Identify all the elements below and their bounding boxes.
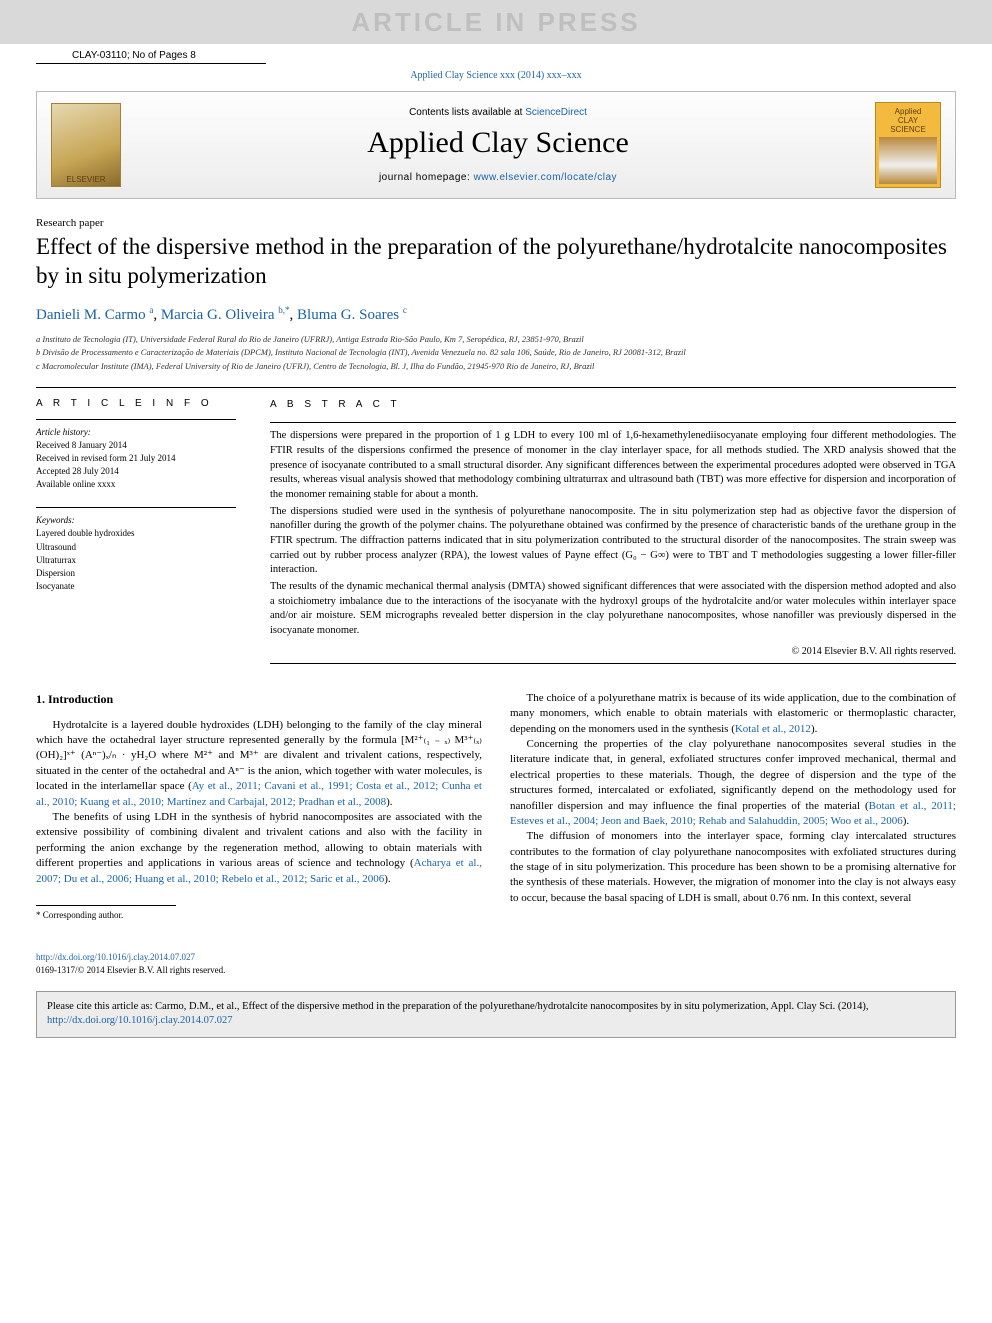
intro-p5: The diffusion of monomers into the inter… — [510, 829, 956, 906]
sciencedirect-link[interactable]: ScienceDirect — [525, 107, 587, 118]
author-3-name: Bluma G. Soares — [297, 307, 403, 323]
divider — [36, 419, 236, 420]
contents-list-line: Contents lists available at ScienceDirec… — [135, 107, 861, 118]
body-col-left: 1. Introduction Hydrotalcite is a layere… — [36, 691, 482, 977]
body-col-right: The choice of a polyurethane matrix is b… — [510, 691, 956, 977]
corresponding-footnote: * Corresponding author. — [36, 906, 482, 922]
author-1-name: Danieli M. Carmo — [36, 307, 149, 323]
article-content: Research paper Effect of the dispersive … — [0, 199, 992, 977]
divider — [36, 387, 956, 388]
copyright-line: © 2014 Elsevier B.V. All rights reserved… — [270, 645, 956, 659]
doi-link[interactable]: http://dx.doi.org/10.1016/j.clay.2014.07… — [36, 952, 195, 962]
paper-type: Research paper — [36, 217, 956, 229]
divider — [270, 422, 956, 423]
contents-pre: Contents lists available at — [409, 107, 525, 118]
cover-line3: SCIENCE — [890, 125, 926, 134]
issn-copyright: 0169-1317/© 2014 Elsevier B.V. All right… — [36, 965, 225, 975]
homepage-pre: journal homepage: — [379, 172, 474, 183]
abstract-p2: The dispersions studied were used in the… — [270, 505, 956, 578]
text: ). — [386, 796, 392, 808]
author-list: Danieli M. Carmo a, Marcia G. Oliveira b… — [36, 305, 956, 324]
keyword: Dispersion — [36, 567, 236, 580]
abstract-heading: A B S T R A C T — [270, 398, 956, 412]
author-sep: , — [153, 307, 161, 323]
intro-p3: The choice of a polyurethane matrix is b… — [510, 691, 956, 737]
author-2-name: Marcia G. Oliveira — [161, 307, 278, 323]
text: The choice of a polyurethane matrix is b… — [510, 692, 956, 735]
cite-doi-link[interactable]: http://dx.doi.org/10.1016/j.clay.2014.07… — [47, 1015, 233, 1026]
history-revised: Received in revised form 21 July 2014 — [36, 452, 236, 465]
affiliation-c: c Macromolecular Institute (IMA), Federa… — [36, 361, 956, 373]
text: ). — [903, 815, 909, 827]
journal-citation-link[interactable]: Applied Clay Science xxx (2014) xxx–xxx — [410, 70, 581, 81]
history-heading: Article history: — [36, 426, 236, 439]
journal-citation-line: Applied Clay Science xxx (2014) xxx–xxx — [0, 64, 992, 91]
author-2[interactable]: Marcia G. Oliveira b,* — [161, 307, 290, 323]
author-1[interactable]: Danieli M. Carmo a — [36, 307, 153, 323]
divider — [270, 663, 956, 664]
history-accepted: Accepted 28 July 2014 — [36, 465, 236, 478]
author-sep: , — [290, 307, 298, 323]
journal-header-box: ELSEVIER Contents lists available at Sci… — [36, 91, 956, 199]
homepage-link[interactable]: www.elsevier.com/locate/clay — [474, 172, 618, 183]
article-title: Effect of the dispersive method in the p… — [36, 233, 956, 291]
keyword: Ultrasound — [36, 541, 236, 554]
manuscript-ref: CLAY-03110; No of Pages 8 — [36, 44, 266, 64]
info-abstract-row: A R T I C L E I N F O Article history: R… — [36, 398, 956, 664]
body-two-columns: 1. Introduction Hydrotalcite is a layere… — [36, 691, 956, 977]
abstract-col: A B S T R A C T The dispersions were pre… — [270, 398, 956, 664]
author-3[interactable]: Bluma G. Soares c — [297, 307, 407, 323]
author-3-affil-sup: c — [403, 305, 407, 315]
citation-box: Please cite this article as: Carmo, D.M.… — [36, 991, 956, 1038]
citation-link[interactable]: Kotal et al., 2012 — [735, 723, 811, 735]
article-info-col: A R T I C L E I N F O Article history: R… — [36, 398, 236, 664]
journal-title: Applied Clay Science — [135, 126, 861, 160]
intro-p1: Hydrotalcite is a layered double hydroxi… — [36, 718, 482, 810]
intro-p4: Concerning the properties of the clay po… — [510, 737, 956, 829]
history-received: Received 8 January 2014 — [36, 439, 236, 452]
abstract-p1: The dispersions were prepared in the pro… — [270, 429, 956, 502]
text: ). — [384, 873, 390, 885]
keyword: Isocyanate — [36, 580, 236, 593]
elsevier-logo: ELSEVIER — [51, 103, 121, 187]
spacer — [36, 668, 956, 669]
affiliation-a: a Instituto de Tecnologia (IT), Universi… — [36, 334, 956, 346]
text: ). — [811, 723, 817, 735]
keyword: Ultraturrax — [36, 554, 236, 567]
abstract-p3: The results of the dynamic mechanical th… — [270, 580, 956, 639]
keywords-block: Keywords: Layered double hydroxides Ultr… — [36, 514, 236, 592]
homepage-line: journal homepage: www.elsevier.com/locat… — [135, 172, 861, 183]
cite-text: Please cite this article as: Carmo, D.M.… — [47, 1001, 869, 1012]
watermark-banner: ARTICLE IN PRESS — [0, 0, 992, 44]
intro-p2: The benefits of using LDH in the synthes… — [36, 810, 482, 887]
keywords-heading: Keywords: — [36, 514, 236, 527]
article-info-heading: A R T I C L E I N F O — [36, 398, 236, 409]
doi-block: http://dx.doi.org/10.1016/j.clay.2014.07… — [36, 951, 482, 976]
cover-line2: CLAY — [898, 116, 918, 125]
affiliation-b: b Divisão de Processamento e Caracteriza… — [36, 347, 956, 359]
journal-cover-thumb: Applied CLAY SCIENCE — [875, 102, 941, 188]
header-center: Contents lists available at ScienceDirec… — [135, 107, 861, 183]
keyword: Layered double hydroxides — [36, 527, 236, 540]
cover-image-icon — [879, 137, 937, 184]
divider — [36, 507, 236, 508]
section-1-heading: 1. Introduction — [36, 691, 482, 708]
article-history: Article history: Received 8 January 2014… — [36, 426, 236, 491]
cover-line1: Applied — [895, 107, 922, 116]
history-online: Available online xxxx — [36, 478, 236, 491]
